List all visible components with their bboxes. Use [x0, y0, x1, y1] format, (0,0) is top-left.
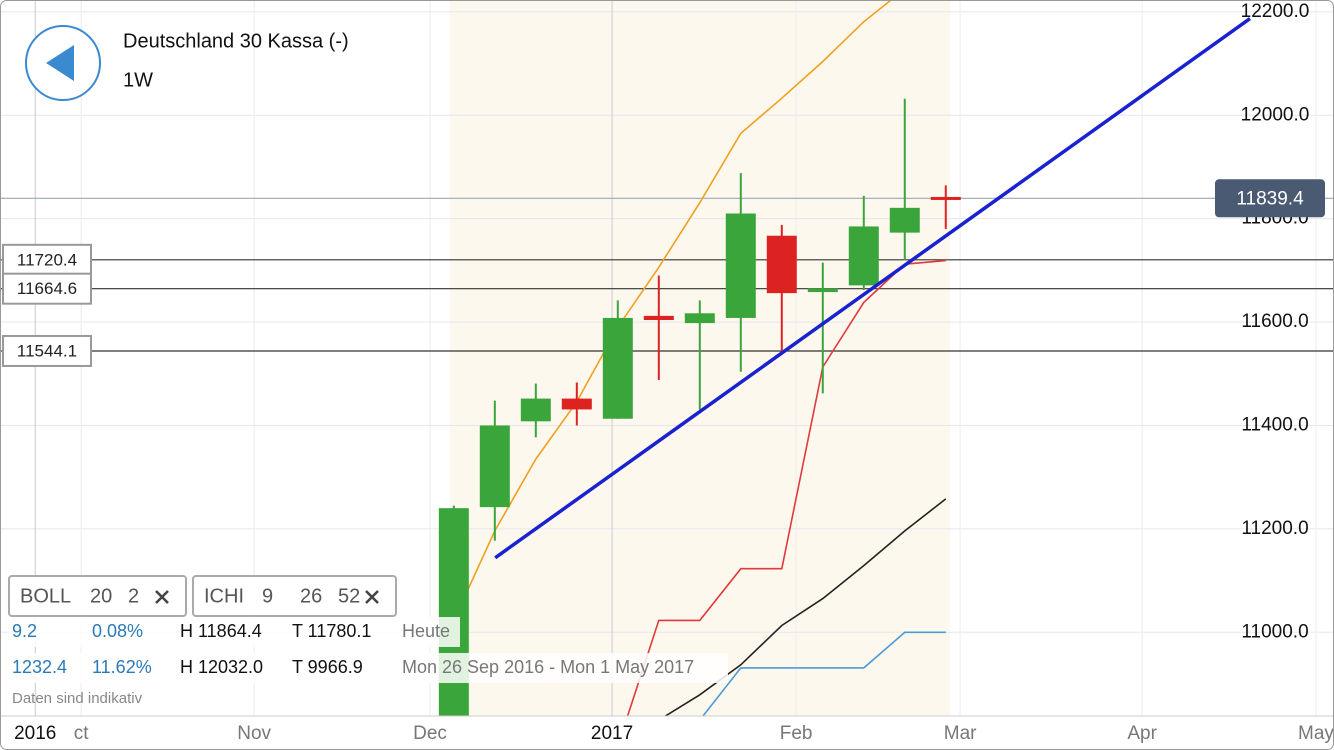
- indicator-tag-text[interactable]: 2: [128, 585, 139, 607]
- indicator-tag[interactable]: [192, 575, 397, 617]
- indicator-tag-text[interactable]: ICHI: [204, 585, 244, 607]
- y-tick-label: 11000.0: [1241, 621, 1308, 642]
- price-tag-label: 11839.4: [1236, 188, 1304, 209]
- x-tick-label: Mar: [944, 723, 977, 744]
- indicator-tag-text[interactable]: 52: [338, 585, 360, 607]
- indicator-line: [702, 631, 946, 716]
- info-cell: T 11780.1: [292, 621, 371, 641]
- info-cell: 0.08%: [92, 621, 143, 641]
- back-arrow[interactable]: [46, 45, 74, 81]
- level-label: 11720.4: [17, 250, 77, 269]
- info-cell: 11.62%: [92, 657, 152, 677]
- level-label-box: [2, 243, 92, 276]
- info-row-bg: [8, 617, 460, 647]
- info-cell: H 12032.0: [180, 657, 263, 677]
- level-label-box: [2, 272, 92, 305]
- trend-line: [494, 17, 1252, 560]
- y-tick-label: 11600.0: [1241, 311, 1308, 332]
- candle-body: [479, 425, 510, 508]
- level-label: 11544.1: [17, 341, 77, 360]
- candle-body: [725, 213, 756, 318]
- info-cell: Heute: [402, 621, 450, 641]
- candle-body: [602, 317, 633, 419]
- x-tick-label: Apr: [1127, 723, 1157, 744]
- x-tick-label: Dec: [413, 723, 447, 744]
- remove-icon[interactable]: [365, 590, 379, 604]
- y-tick-label: 11400.0: [1241, 414, 1308, 435]
- indicator-tag-text[interactable]: 9: [262, 585, 273, 607]
- back-button[interactable]: [25, 25, 101, 101]
- period: 1W: [123, 69, 153, 91]
- indicator-tag-text[interactable]: BOLL: [20, 585, 71, 607]
- y-tick-label: 11200.0: [1241, 518, 1308, 539]
- x-tick-label: 2017: [591, 723, 633, 744]
- x-label-bg: [5, 718, 66, 748]
- indicator-tag-text[interactable]: 20: [90, 585, 112, 607]
- x-tick-label: Nov: [237, 723, 271, 744]
- x-tick-label: Feb: [780, 723, 813, 744]
- info-cell: H 11864.4: [180, 621, 262, 641]
- candle-body: [684, 313, 715, 324]
- candle-body: [520, 398, 551, 422]
- candle-body: [807, 288, 838, 293]
- candle-body: [889, 207, 920, 233]
- info-cell: 1232.4: [12, 657, 67, 677]
- indicator-line: [663, 498, 947, 716]
- remove-icon[interactable]: [155, 590, 169, 604]
- x-label-bg: [582, 718, 643, 748]
- level-label: 11664.6: [17, 279, 77, 298]
- candle-body: [930, 196, 961, 200]
- candle-body: [561, 398, 592, 410]
- candle-body: [766, 235, 797, 294]
- y-tick-label: 12000.0: [1241, 104, 1310, 125]
- indicator-line: [453, 0, 893, 621]
- x-tick-label: May: [1298, 723, 1334, 744]
- info-cell: 9.2: [12, 621, 37, 641]
- indicator-tag-text[interactable]: 26: [300, 585, 322, 607]
- info-cell: T 9966.9: [292, 657, 363, 677]
- info-cell: Mon 26 Sep 2016 - Mon 1 May 2017: [402, 657, 694, 677]
- x-tick-label: ct: [74, 723, 90, 744]
- info-row-bg: [8, 653, 728, 683]
- note: Daten sind indikativ: [12, 690, 143, 707]
- indicator-tag[interactable]: [8, 575, 187, 617]
- level-label-box: [2, 334, 92, 367]
- title: Deutschland 30 Kassa (-): [123, 30, 349, 52]
- candle-body: [643, 315, 674, 321]
- candle-body: [848, 226, 879, 286]
- price-tag: [1215, 179, 1325, 218]
- x-tick-label: 2016: [14, 723, 56, 744]
- y-tick-label: 12200.0: [1241, 1, 1310, 22]
